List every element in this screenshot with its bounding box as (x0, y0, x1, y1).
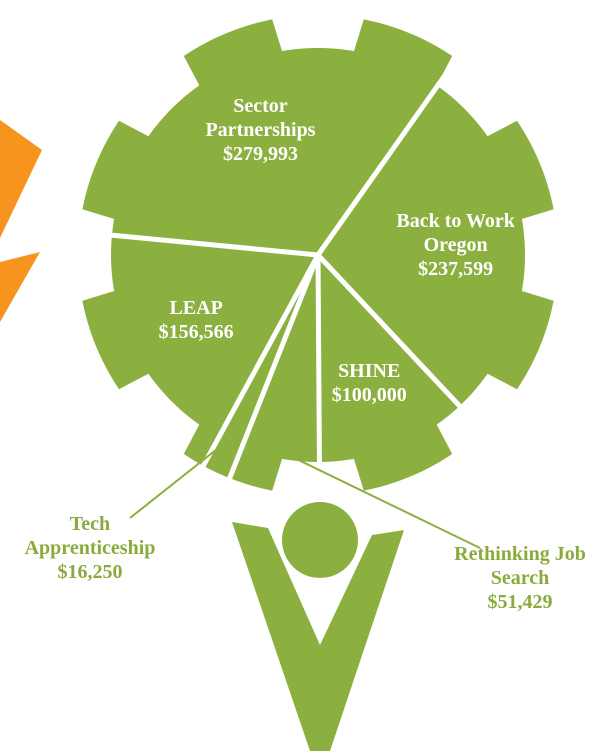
category-name: Tech Apprenticeship (24, 513, 156, 559)
value-label: $156,566 (158, 320, 234, 343)
value-label: $237,599 (418, 258, 494, 281)
leader-line (129, 435, 234, 519)
category-name: Rethinking Job Search (454, 543, 586, 589)
pie-slice (82, 19, 549, 255)
slice-label: Rethinking Job Search $51,429 (435, 542, 602, 614)
value-label: $16,250 (57, 561, 123, 583)
pie-slice (318, 19, 554, 491)
slice-label: Back to Work Oregon $237,599 (386, 209, 526, 281)
value-label: $100,000 (331, 384, 407, 407)
slice-label: Tech Apprenticeship $16,250 (5, 512, 175, 584)
category-name: Sector Partnerships (205, 94, 316, 141)
person-head (282, 502, 358, 578)
slice-separator (198, 253, 321, 472)
decor-shape (0, 252, 40, 322)
person-body (232, 522, 404, 751)
leader-line (280, 450, 481, 549)
slice-separator (316, 253, 488, 436)
value-label: $279,993 (222, 142, 298, 165)
category-name: SHINE (338, 360, 401, 383)
category-name: Back to Work Oregon (396, 210, 515, 257)
value-label: $51,429 (487, 591, 553, 613)
slice-label: LEAP $156,566 (126, 296, 266, 344)
slice-separator (315, 53, 462, 257)
slice-separator (73, 229, 319, 258)
category-name: LEAP (169, 296, 223, 319)
slice-label: Sector Partnerships $279,993 (190, 94, 330, 166)
slice-label: SHINE $100,000 (299, 359, 439, 407)
pie-slice (170, 255, 321, 491)
slice-separator (315, 254, 323, 501)
decor-shape (0, 120, 42, 238)
slice-separator (225, 254, 321, 484)
